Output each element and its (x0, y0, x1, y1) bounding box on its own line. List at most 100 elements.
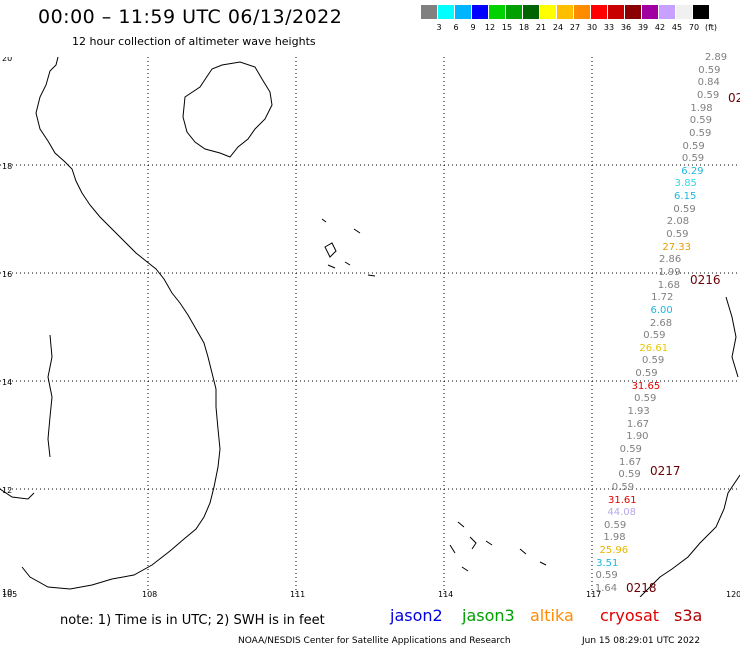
lat-label: 16 (2, 270, 12, 279)
wave-height-reading: 0.59 (595, 570, 618, 582)
color-scale-label: 42 (654, 23, 666, 32)
color-scale-label: 15 (501, 23, 513, 32)
color-swatch (472, 5, 488, 19)
credit-line: NOAA/NESDIS Center for Satellite Applica… (238, 636, 511, 646)
gulf-inner-coast (47, 334, 53, 458)
chart-subtitle: 12 hour collection of altimeter wave hei… (72, 35, 316, 48)
color-swatch (438, 5, 454, 19)
wave-height-reading: 6.29 (681, 165, 704, 177)
lon-label: 111 (290, 590, 305, 597)
time-tag: 0218 (626, 581, 657, 595)
lat-lon-grid (0, 57, 740, 597)
wave-height-reading: 1.68 (657, 279, 680, 291)
lat-label: 10 (2, 588, 12, 597)
color-swatch (540, 5, 556, 19)
wave-height-reading: 1.93 (627, 406, 650, 417)
wave-height-reading: 0.59 (689, 115, 713, 127)
color-swatch (506, 5, 522, 19)
color-scale-label: 9 (470, 23, 476, 32)
wave-height-reading: 0.59 (618, 469, 641, 481)
chart-title: 00:00 – 11:59 UTC 06/13/2022 (38, 6, 343, 28)
wave-height-reading: 1.67 (619, 456, 642, 468)
wave-height-reading: 1.67 (626, 418, 650, 430)
wave-height-reading: 1.72 (651, 292, 674, 304)
wave-height-reading: 3.51 (596, 557, 619, 569)
color-scale-label: 39 (637, 23, 649, 32)
color-swatch (659, 5, 675, 19)
wave-height-reading: 2.68 (649, 317, 673, 329)
wave-height-reading: 44.08 (607, 507, 637, 519)
sat-s3a: s3a (674, 606, 703, 625)
color-scale-label: 21 (535, 23, 547, 32)
color-scale-label: 33 (603, 23, 615, 32)
luzon-coast (725, 296, 739, 378)
wave-height-reading: 0.59 (697, 89, 720, 101)
wave-height-reading: 0.59 (698, 64, 721, 76)
color-swatch (642, 5, 658, 19)
color-scale-label: 24 (552, 23, 564, 32)
timestamp: Jun 15 08:29:01 UTC 2022 (582, 636, 701, 646)
time-tag: 0216 (690, 273, 721, 287)
color-scale-label: 12 (484, 23, 496, 32)
wave-height-reading: 1.64 (594, 583, 618, 594)
lat-label: 14 (2, 378, 12, 387)
lon-label: 120 (726, 590, 740, 597)
wave-height-reading: 1.99 (658, 266, 681, 278)
color-swatch (693, 5, 709, 19)
color-swatch (574, 5, 590, 19)
color-scale-label: 18 (518, 23, 530, 32)
color-scale-label: 30 (586, 23, 598, 32)
wave-height-reading: 0.59 (619, 443, 642, 455)
wave-height-reading: 31.65 (631, 380, 661, 392)
color-scale-label: 27 (569, 23, 581, 32)
mainland-coast (21, 57, 221, 590)
wave-height-reading: 1.90 (626, 431, 649, 443)
color-scale-label: 70 (688, 23, 700, 32)
wave-height-reading: 0.59 (681, 153, 705, 165)
wave-height-reading: 25.96 (599, 545, 629, 557)
wave-height-reading: 0.59 (673, 203, 696, 215)
lat-label: 20 (2, 57, 12, 63)
time-tag: 0217 (650, 464, 681, 478)
lat-label: 18 (2, 162, 12, 171)
sat-cryosat: cryosat (600, 606, 660, 625)
wave-height-reading: 2.86 (658, 254, 682, 266)
wave-height-reading: 31.61 (608, 494, 637, 506)
paracel-islands (321, 218, 376, 277)
color-swatch (591, 5, 607, 19)
color-scale-unit: (ft) (704, 23, 718, 32)
wave-height-reading: 0.59 (643, 330, 666, 342)
time-tag: 02 (728, 91, 740, 105)
wave-height-reading: 0.59 (666, 229, 689, 240)
color-swatch (421, 5, 437, 19)
south-coast-fragment (0, 488, 35, 500)
wave-height-reading: 0.59 (689, 127, 712, 139)
wave-height-reading: 26.61 (639, 342, 669, 354)
lon-label: 108 (142, 590, 157, 597)
lon-label: 105 (2, 590, 17, 597)
coastline (0, 57, 740, 597)
spratly-islands (449, 521, 547, 572)
lon-label: 117 (586, 590, 601, 597)
color-swatch (557, 5, 573, 19)
color-scale-label: 3 (436, 23, 442, 32)
color-swatch (608, 5, 624, 19)
wave-height-reading: 27.33 (662, 241, 692, 253)
wave-height-reading: 0.59 (634, 393, 657, 405)
sat-jason2: jason2 (390, 606, 443, 625)
wave-height-reading: 0.59 (611, 481, 635, 493)
sat-jason3: jason3 (462, 606, 515, 625)
hainan-island (182, 61, 273, 158)
wave-height-reading: 0.59 (603, 519, 627, 531)
wave-height-reading: 1.98 (690, 102, 713, 114)
wave-height-reading: 0.59 (635, 368, 658, 380)
sat-altika: altika (530, 606, 574, 625)
wave-height-reading: 6.15 (674, 191, 697, 203)
wave-height-reading: 2.08 (666, 216, 690, 228)
color-swatch (523, 5, 539, 19)
wave-height-reading: 3.85 (674, 178, 697, 190)
color-swatch (489, 5, 505, 19)
wave-height-reading: 0.84 (697, 77, 720, 89)
